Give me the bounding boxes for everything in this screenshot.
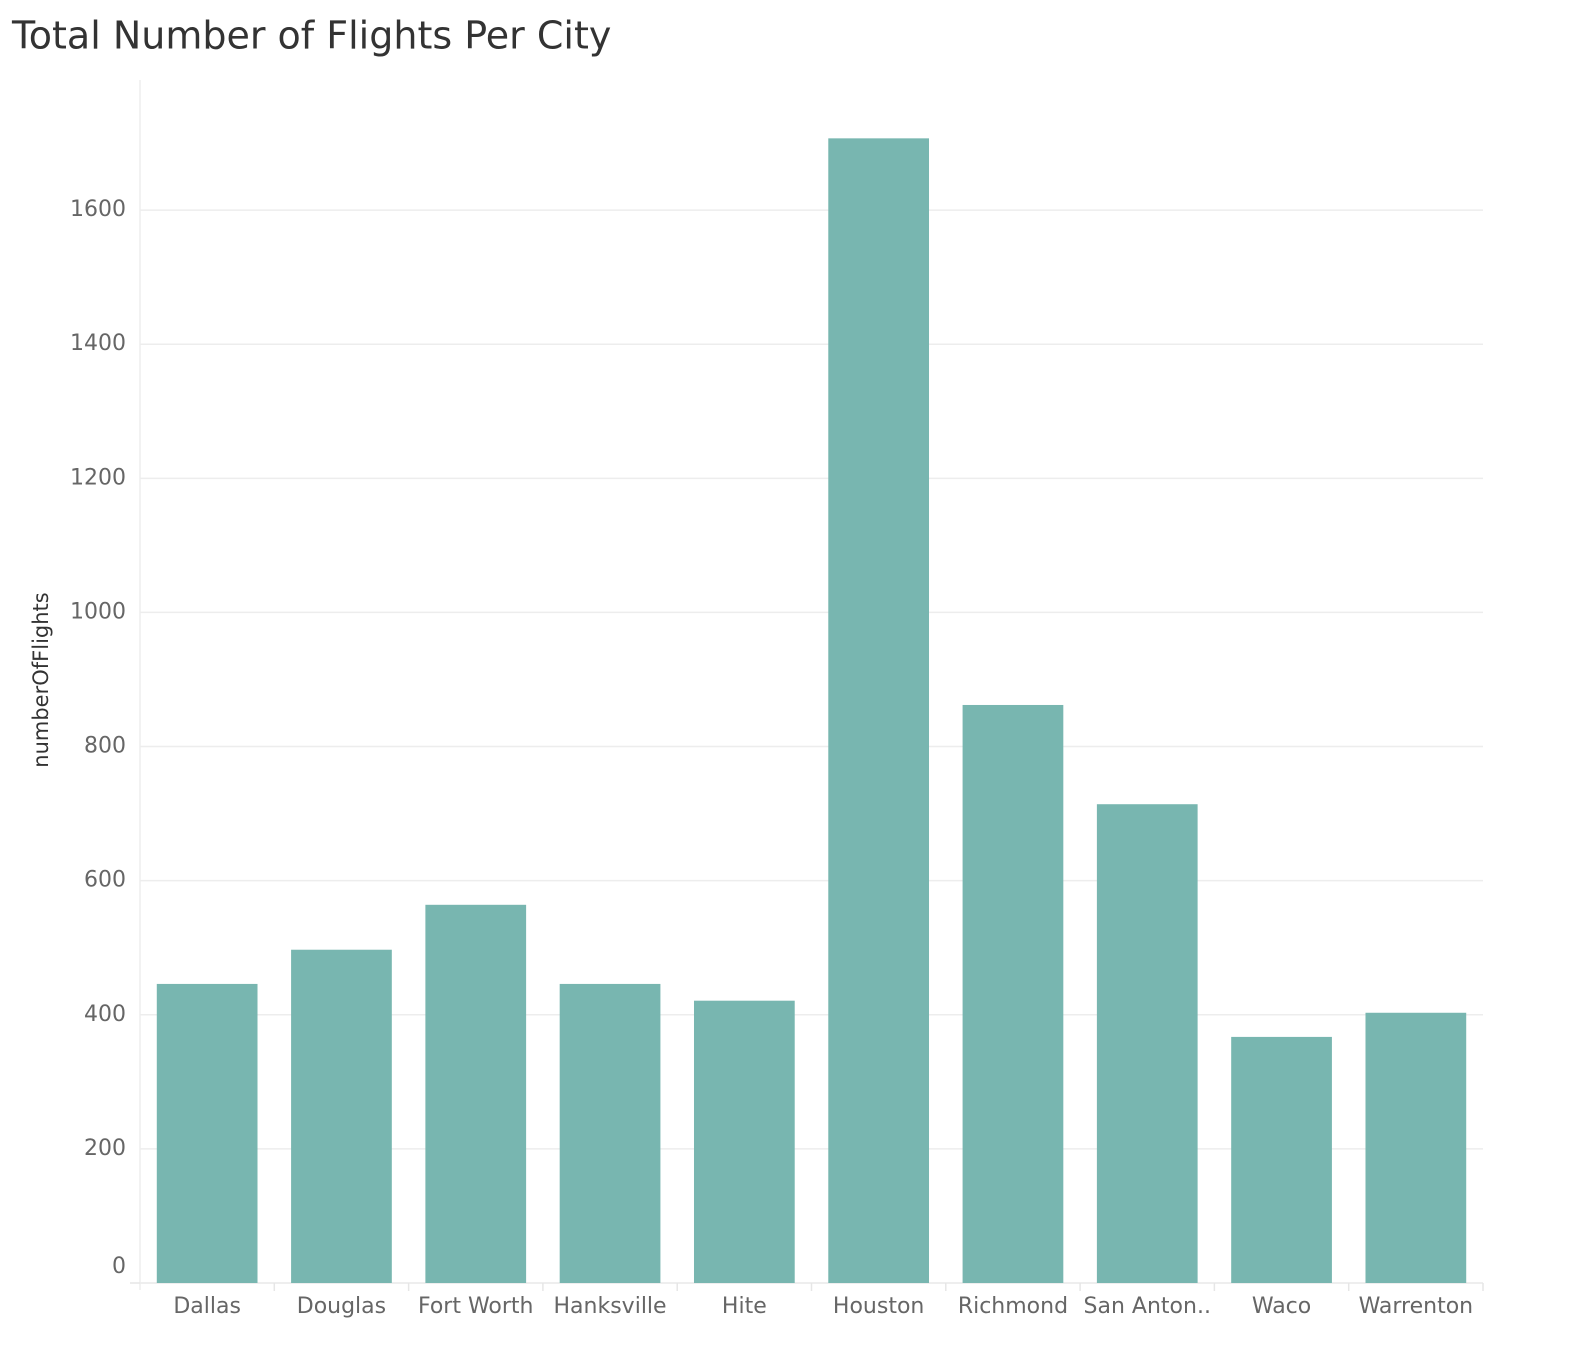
y-tick-label: 1400: [70, 331, 126, 356]
chart-title: Total Number of Flights Per City: [11, 14, 611, 58]
x-tick-label: Richmond: [958, 1294, 1068, 1319]
bar: [1096, 804, 1198, 1283]
y-tick-label: 400: [84, 1002, 126, 1027]
bar: [693, 1000, 795, 1283]
bar: [291, 949, 392, 1283]
x-tick-label: Hanksville: [554, 1294, 667, 1319]
x-tick-label: Fort Worth: [418, 1294, 534, 1319]
y-tick-label: 0: [112, 1254, 126, 1279]
bar: [962, 704, 1064, 1283]
bar: [425, 904, 527, 1283]
bar: [1231, 1036, 1332, 1283]
bar: [828, 138, 930, 1283]
x-tick-label: Houston: [833, 1294, 924, 1319]
bar: [559, 983, 661, 1283]
y-tick-label: 1200: [70, 465, 126, 490]
y-tick-label: 1000: [70, 599, 126, 624]
y-tick-label: 200: [84, 1136, 126, 1161]
x-tick-label: Waco: [1252, 1294, 1311, 1319]
x-tick-label: Warrenton: [1359, 1294, 1474, 1319]
x-tick-label: Dallas: [173, 1294, 241, 1319]
y-tick-label: 800: [84, 734, 126, 759]
y-tick-label: 1600: [70, 197, 126, 222]
x-tick-label: San Anton..: [1084, 1294, 1211, 1319]
y-tick-label: 600: [84, 868, 126, 893]
x-tick-label: Hite: [722, 1294, 767, 1319]
bar: [156, 983, 258, 1283]
bar: [1365, 1012, 1467, 1283]
x-tick-label: Douglas: [297, 1294, 386, 1319]
y-axis-title: numberOfFlights: [29, 592, 53, 767]
